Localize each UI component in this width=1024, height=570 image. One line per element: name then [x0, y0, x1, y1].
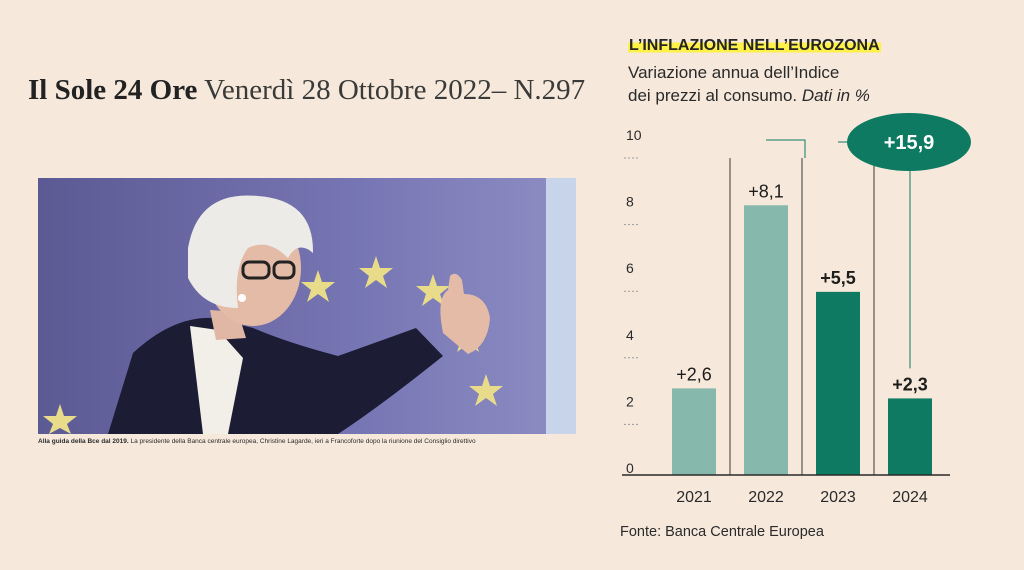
y-tick-label: 2 [626, 393, 634, 409]
bar-value-label: +2,6 [676, 364, 712, 384]
bar-value-label: +8,1 [748, 181, 784, 201]
bar-value-label: +2,3 [892, 374, 928, 394]
chart-subtitle-text: dei prezzi al consumo. [628, 86, 798, 105]
cumulative-label: +15,9 [884, 132, 935, 154]
caption-text: La presidente della Banca centrale europ… [130, 438, 476, 445]
x-tick-label: 2022 [748, 489, 784, 506]
x-tick-label: 2023 [820, 489, 856, 506]
newspaper-brand: Il Sole 24 Ore [28, 74, 198, 106]
bar-2023 [816, 291, 860, 475]
cumulative-bubble [847, 113, 971, 171]
chart-source: Fonte: Banca Centrale Europea [620, 524, 824, 540]
y-tick-label: 6 [626, 260, 634, 276]
chart-subtitle: Variazione annua dell’Indice dei prezzi … [628, 61, 870, 107]
annotation-connector-left [766, 139, 806, 158]
x-tick-label: 2021 [676, 489, 712, 506]
y-tick-label: 0 [626, 460, 634, 476]
photo-illustration [38, 178, 576, 434]
chart-subtitle-line-2: dei prezzi al consumo. Dati in % [628, 84, 870, 107]
bar-2024 [888, 398, 932, 475]
chart-subtitle-line-1: Variazione annua dell’Indice [628, 63, 840, 82]
y-tick-label: 10 [626, 127, 642, 143]
caption-bold: Alla guida della Bce dal 2019. [38, 438, 129, 445]
bar-value-label: +5,5 [820, 268, 856, 288]
chart-title: L’INFLAZIONE NELL’EUROZONA [628, 37, 881, 55]
y-tick-label: 8 [626, 194, 634, 210]
x-tick-label: 2024 [892, 489, 928, 506]
y-tick-label: 4 [626, 327, 634, 343]
news-photo [38, 178, 576, 434]
bar-2021 [672, 388, 716, 475]
bar-2022 [744, 205, 788, 475]
dateline: Venerdì 28 Ottobre 2022– N.297 [204, 74, 586, 106]
chart-subtitle-unit: Dati in % [801, 86, 870, 105]
photo-caption: Alla guida della Bce dal 2019. La presid… [38, 438, 598, 445]
masthead: Il Sole 24 Ore Venerdì 28 Ottobre 2022– … [28, 74, 585, 107]
